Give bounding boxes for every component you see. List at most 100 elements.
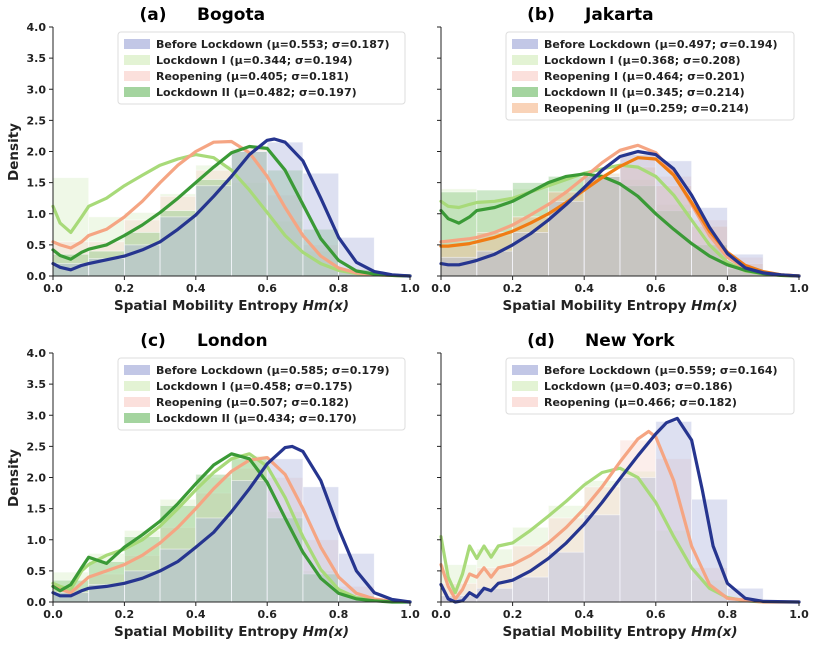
legend-swatch-before [512,39,538,49]
x-tick-label: 1.0 [789,608,809,621]
legend-entry-lockdown1: Lockdown I (μ=0.458; σ=0.175) [156,380,353,393]
kde-line-reopening [439,429,801,604]
hist-bar-reopening2 [512,216,549,277]
legend-swatch-lockdown1 [124,381,150,391]
legend-swatch-reopening [124,71,150,81]
legend-swatch-reopening [512,397,538,407]
legend-entry-before: Before Lockdown (μ=0.497; σ=0.194) [544,38,778,51]
y-tick-label: 3.5 [27,52,47,65]
legend-swatch-before [124,39,150,49]
panel-bogota: 0.0 0.2 0.4 0.6 0.8 1.0 0.0 0.5 1.0 1.5 2.0 2.5 3.0 3… [27,5,421,314]
hist-bar-before [124,570,161,603]
legend-swatch-lockdown1 [512,381,538,391]
hist-bar-before [512,576,549,603]
hist-bar-reopening2 [583,175,621,277]
y-tick-label: 2.5 [27,114,47,127]
panel-label: (d) [527,331,555,351]
x-tick-label: 0.2 [115,282,135,295]
y-tick-label: 4.0 [27,347,47,360]
legend-swatch-lockdown2 [124,87,150,97]
legend-swatch-lockdown2 [124,413,150,423]
y-tick-label: 0.0 [27,270,47,283]
legend-entry-before: Before Lockdown (μ=0.585; σ=0.179) [156,364,390,377]
hist-bar-before [195,185,232,277]
legend-entry-reopening: Reopening (μ=0.507; σ=0.182) [156,396,349,409]
panel-new-york: 0.0 0.2 0.4 0.6 0.8 1.0 Spatial Mobility Entro… [431,331,809,640]
hist-bar-before [231,480,268,603]
hist-bar-before [159,216,197,277]
x-tick-label: 0.4 [574,608,594,621]
panel-title: London [197,331,268,351]
y-tick-label: 2.0 [27,472,47,485]
legend-entry-lockdown1: Lockdown I (μ=0.344; σ=0.194) [156,54,353,67]
kde-line-reopening [439,143,801,278]
hist-bar-before [691,207,728,277]
hist-bar-lockdown2 [655,210,692,277]
hist-bar-before [619,477,657,603]
legend-swatch-lockdown1 [512,55,538,65]
legend-box [505,357,795,415]
panel-label: (b) [527,5,555,25]
hist-bar-reopening [583,172,621,277]
x-axis-label: Spatial Mobility Entropy Hm(x) [114,624,349,640]
hist-bar-reopening [124,219,161,277]
legend-swatch-before [512,365,538,375]
x-tick-label: 0.6 [257,608,277,621]
legend-box [117,31,406,105]
hist-bar-lockdown1 [195,477,232,603]
panel-london: 0.0 0.2 0.4 0.6 0.8 1.0 0.0 0.5 1.0 1.5 2.0 2.5 3.0 3… [27,331,421,640]
y-tick-label: 1.5 [27,177,47,190]
legend-swatch-reopening2 [512,103,538,113]
x-tick-label: 0.0 [431,282,451,295]
hist-bar-before [583,175,621,277]
hist-bar-before [440,256,478,277]
x-tick-label: 0.8 [718,608,738,621]
y-tick-label: 0.5 [27,565,47,578]
legend-box [505,31,795,121]
hist-bar-reopening2 [619,166,657,277]
hist-bar-lockdown2 [231,151,268,277]
x-axis-label: Spatial Mobility Entropy Hm(x) [502,624,737,640]
y-axis-label-top: Density [6,123,22,181]
panel-title: Bogota [197,5,265,25]
legend-swatch-lockdown2 [512,87,538,97]
legend-box [117,357,406,431]
x-tick-label: 1.0 [789,282,809,295]
x-tick-label: 0.4 [574,282,594,295]
y-tick-label: 1.0 [27,534,47,547]
hist-bar-before [512,232,549,277]
x-tick-label: 1.0 [400,282,420,295]
panel-title: New York [585,331,675,351]
panel-label: (c) [140,331,166,351]
kde-line-lockdown1 [51,153,412,278]
kde-line-lockdown2 [51,144,412,278]
x-tick-label: 0.6 [257,282,277,295]
hist-bar-lockdown2 [266,517,304,603]
y-axis-label-bottom: Density [6,449,22,507]
legend-entry-lockdown1: Lockdown I (μ=0.368; σ=0.208) [544,54,741,67]
kde-line-reopening [51,139,412,278]
y-tick-label: 3.5 [27,378,47,391]
x-tick-label: 1.0 [400,608,420,621]
legend-entry-lockdown2: Lockdown II (μ=0.434; σ=0.170) [156,412,357,425]
legend-swatch-lockdown1 [124,55,150,65]
kde-line-before [439,149,801,278]
x-tick-label: 0.6 [646,282,666,295]
legend-entry-reopening: Reopening I (μ=0.464; σ=0.201) [544,70,745,83]
hist-bar-reopening [583,486,621,603]
y-tick-label: 2.5 [27,440,47,453]
hist-bar-before [583,514,621,603]
x-tick-label: 0.6 [646,608,666,621]
legend-entry-lockdown2: Lockdown II (μ=0.345; σ=0.214) [544,86,745,99]
hist-bar-before [231,151,268,277]
kde-line-lockdown1 [51,452,412,604]
panel-title: Jakarta [584,5,654,25]
legend-entry-before: Before Lockdown (μ=0.553; σ=0.187) [156,38,390,51]
legend-entry-reopening2: Reopening II (μ=0.259; σ=0.214) [544,102,749,115]
hist-bar-lockdown2 [231,458,268,603]
x-tick-label: 0.8 [329,282,349,295]
y-tick-label: 3.0 [27,409,47,422]
hist-bar-before [266,458,304,603]
hist-bar-reopening [195,169,232,277]
